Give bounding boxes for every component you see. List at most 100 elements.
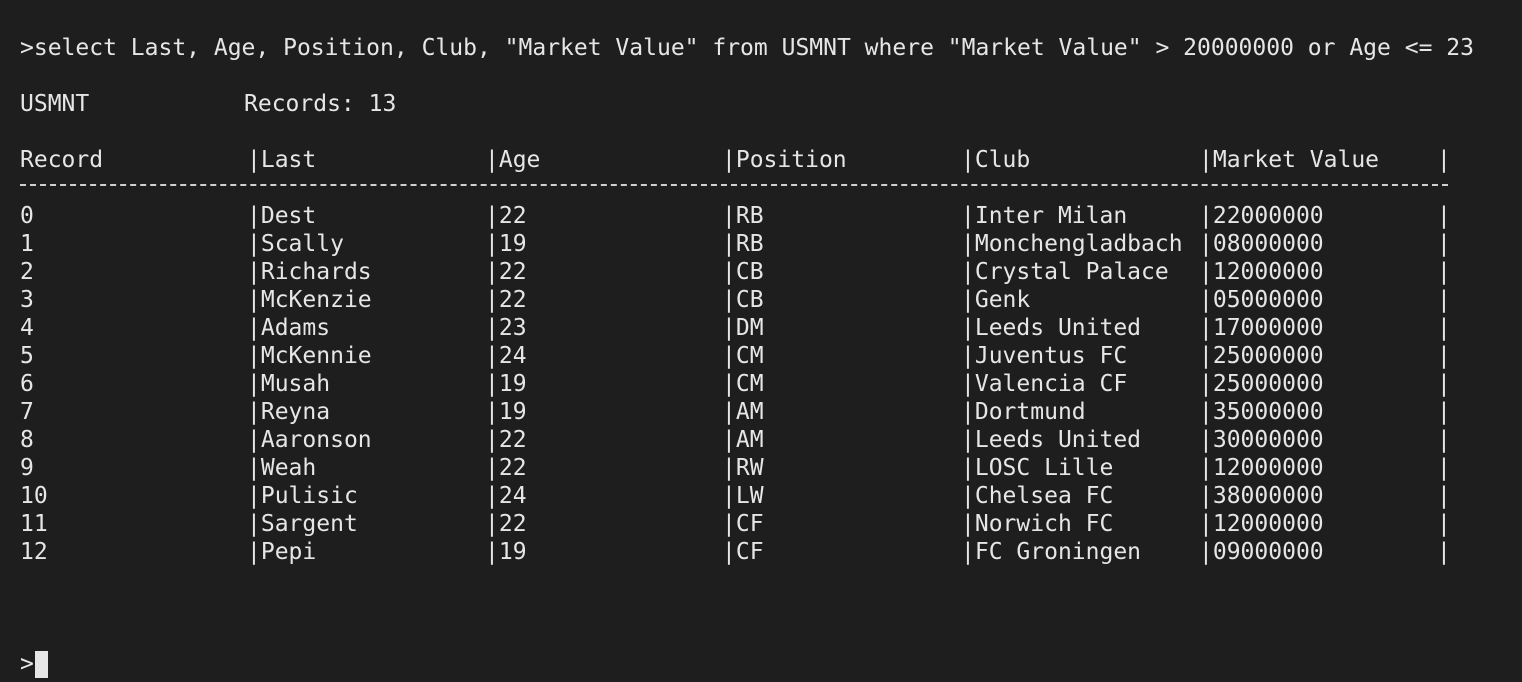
age-cell: |22 xyxy=(485,455,527,481)
club-cell: |Leeds United xyxy=(961,427,1142,453)
record-cell: 1 xyxy=(20,231,34,257)
record-cell: 0 xyxy=(20,203,34,229)
row-end-separator: | xyxy=(1437,483,1451,509)
market-value-cell: |25000000 xyxy=(1199,371,1324,397)
record-cell: 8 xyxy=(20,427,34,453)
age-cell: |24 xyxy=(485,343,527,369)
position-cell: |AM xyxy=(722,427,764,453)
position-cell: |RB xyxy=(722,203,764,229)
row-end-separator: | xyxy=(1437,399,1451,425)
last-cell: |McKenzie xyxy=(247,287,372,313)
last-cell: |Musah xyxy=(247,371,331,397)
club-cell: |Chelsea FC xyxy=(961,483,1114,509)
position-cell: |DM xyxy=(722,315,764,341)
row-end-separator: | xyxy=(1437,455,1451,481)
record-cell: 7 xyxy=(20,399,34,425)
market-value-cell: |08000000 xyxy=(1199,231,1324,257)
last-cell: |Pepi xyxy=(247,539,317,565)
club-cell: |Juventus FC xyxy=(961,343,1128,369)
last-cell: |Scally xyxy=(247,231,344,257)
position-cell: |CF xyxy=(722,511,764,537)
record-cell: 5 xyxy=(20,343,34,369)
column-header-age: |Age xyxy=(485,147,541,173)
age-cell: |24 xyxy=(485,483,527,509)
market-value-cell: |09000000 xyxy=(1199,539,1324,565)
last-cell: |Sargent xyxy=(247,511,358,537)
column-header-position: |Position xyxy=(722,147,847,173)
record-cell: 10 xyxy=(20,483,48,509)
position-cell: |CM xyxy=(722,371,764,397)
market-value-cell: |30000000 xyxy=(1199,427,1324,453)
market-value-cell: |35000000 xyxy=(1199,399,1324,425)
record-cell: 11 xyxy=(20,511,48,537)
records-count: Records: 13 xyxy=(244,91,397,117)
age-cell: |19 xyxy=(485,539,527,565)
age-cell: |22 xyxy=(485,203,527,229)
age-cell: |19 xyxy=(485,371,527,397)
header-separator xyxy=(20,184,1448,186)
age-cell: |19 xyxy=(485,231,527,257)
age-cell: |22 xyxy=(485,287,527,313)
table-name: USMNT xyxy=(20,91,90,117)
position-cell: |CM xyxy=(722,343,764,369)
position-cell: |AM xyxy=(722,399,764,425)
age-cell: |23 xyxy=(485,315,527,341)
market-value-cell: |12000000 xyxy=(1199,259,1324,285)
row-end-separator: | xyxy=(1437,231,1451,257)
column-header-record: Record xyxy=(20,147,104,173)
club-cell: |Dortmund xyxy=(961,399,1086,425)
club-cell: |Genk xyxy=(961,287,1031,313)
record-cell: 4 xyxy=(20,315,34,341)
last-cell: |Reyna xyxy=(247,399,331,425)
row-end-separator: | xyxy=(1437,259,1451,285)
row-end-separator: | xyxy=(1437,427,1451,453)
position-cell: |CF xyxy=(722,539,764,565)
column-header-market-value: |Market Value xyxy=(1199,147,1380,173)
last-cell: |McKennie xyxy=(247,343,372,369)
table-header: Record |Last |Age |Position |Club |Marke… xyxy=(20,146,1460,174)
age-cell: |22 xyxy=(485,259,527,285)
record-cell: 6 xyxy=(20,371,34,397)
last-cell: |Aaronson xyxy=(247,427,372,453)
column-header-end-separator: | xyxy=(1437,147,1451,173)
prompt-symbol: > xyxy=(20,651,34,677)
club-cell: |Valencia CF xyxy=(961,371,1128,397)
column-header-last: |Last xyxy=(247,147,317,173)
row-end-separator: | xyxy=(1437,511,1451,537)
column-header-club: |Club xyxy=(961,147,1031,173)
input-prompt[interactable]: > xyxy=(20,650,48,678)
row-end-separator: | xyxy=(1437,287,1451,313)
market-value-cell: |22000000 xyxy=(1199,203,1324,229)
record-cell: 3 xyxy=(20,287,34,313)
club-cell: |Monchengladbach xyxy=(961,231,1183,257)
record-cell: 9 xyxy=(20,455,34,481)
position-cell: |RW xyxy=(722,455,764,481)
market-value-cell: |38000000 xyxy=(1199,483,1324,509)
table-info: USMNT Records: 13 xyxy=(20,90,396,118)
market-value-cell: |05000000 xyxy=(1199,287,1324,313)
last-cell: |Pulisic xyxy=(247,483,358,509)
text-cursor[interactable] xyxy=(34,650,48,678)
market-value-cell: |12000000 xyxy=(1199,511,1324,537)
age-cell: |19 xyxy=(485,399,527,425)
club-cell: |Norwich FC xyxy=(961,511,1114,537)
command-echo: >select Last, Age, Position, Club, "Mark… xyxy=(20,35,1474,61)
age-cell: |22 xyxy=(485,511,527,537)
club-cell: |Leeds United xyxy=(961,315,1142,341)
last-cell: |Weah xyxy=(247,455,317,481)
club-cell: |FC Groningen xyxy=(961,539,1142,565)
club-cell: |LOSC Lille xyxy=(961,455,1114,481)
age-cell: |22 xyxy=(485,427,527,453)
position-cell: |CB xyxy=(722,287,764,313)
row-end-separator: | xyxy=(1437,315,1451,341)
position-cell: |LW xyxy=(722,483,764,509)
position-cell: |RB xyxy=(722,231,764,257)
last-cell: |Adams xyxy=(247,315,331,341)
market-value-cell: |12000000 xyxy=(1199,455,1324,481)
club-cell: |Inter Milan xyxy=(961,203,1128,229)
market-value-cell: |25000000 xyxy=(1199,343,1324,369)
row-end-separator: | xyxy=(1437,343,1451,369)
row-end-separator: | xyxy=(1437,539,1451,565)
record-cell: 12 xyxy=(20,539,48,565)
